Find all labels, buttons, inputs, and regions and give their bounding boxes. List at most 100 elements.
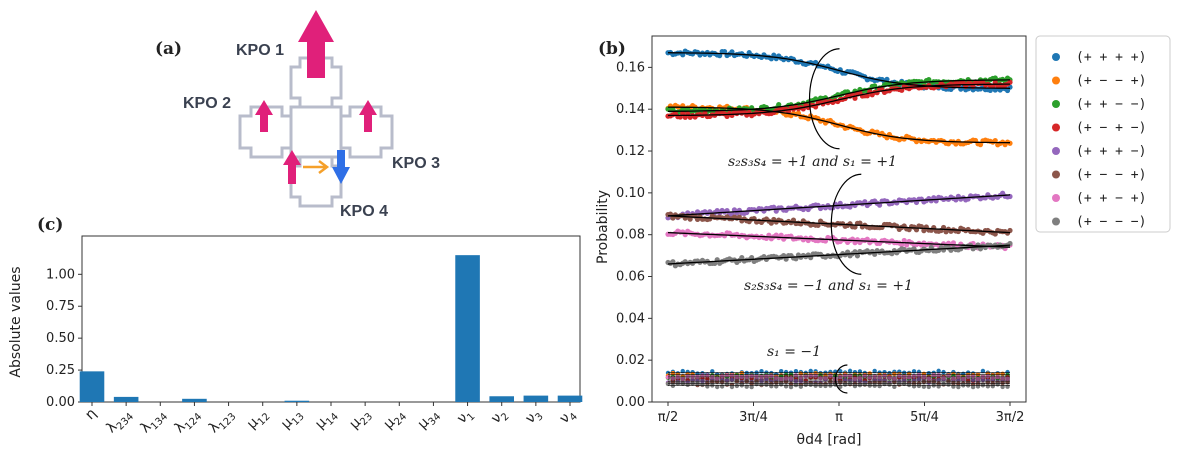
data-point (1000, 384, 1005, 390)
data-point (970, 384, 976, 390)
prob-ytick-label: 0.08 (616, 228, 645, 243)
legend-entry: (+ + + +) (1076, 50, 1146, 65)
data-point (899, 242, 905, 248)
prob-ytick-label: 0.14 (616, 102, 645, 117)
prob-xtick-label: π (835, 410, 843, 425)
data-point (838, 384, 843, 390)
kpo-arrows (255, 10, 377, 184)
data-point (897, 373, 902, 379)
data-point (1005, 376, 1010, 381)
annotation-upper: s₂s₃s₄ = +1 and s₁ = +1 (728, 154, 897, 170)
bar-ytick-label: 0.75 (46, 299, 75, 314)
bar-xtick-label: λ234 (103, 406, 136, 439)
data-point (854, 253, 861, 259)
prob-ytick-label: 0.10 (616, 186, 645, 201)
data-point (847, 373, 853, 379)
data-point (926, 76, 932, 83)
data-point (754, 374, 759, 379)
data-point (926, 384, 932, 390)
data-point (680, 376, 685, 381)
prob-ytick-label: 0.12 (616, 144, 645, 159)
data-point (901, 237, 907, 244)
data-point (680, 368, 685, 374)
data-point (744, 379, 749, 384)
group-arc-lower (834, 364, 848, 394)
group-arc-middle (830, 173, 862, 275)
kpo4-blue-arrow-icon (332, 150, 350, 184)
prob-chart-xlabel: θd4 [rad] (797, 432, 862, 448)
kpo3-arrow-icon (359, 100, 377, 132)
data-point (1000, 371, 1005, 377)
data-point (729, 49, 735, 55)
bar-ytick-label: 0.50 (46, 331, 75, 346)
data-point (818, 383, 823, 389)
data-point (936, 368, 941, 374)
data-point (771, 204, 777, 210)
bar-xtick-label: μ24 (380, 406, 409, 435)
data-point (892, 371, 897, 376)
bar (489, 396, 515, 402)
data-point (783, 384, 789, 389)
prob-xtick-label: 5π/4 (910, 410, 939, 425)
data-point (852, 383, 858, 389)
data-point (808, 368, 813, 374)
data-point (946, 373, 951, 378)
panel-b-label: (b) (598, 39, 626, 59)
bar-xtick-label: ν3 (522, 406, 545, 429)
data-point (774, 380, 779, 385)
kpo4-pink-arrow-icon (283, 150, 301, 184)
prob-ytick-label: 0.16 (616, 60, 645, 75)
legend-marker (1052, 217, 1060, 226)
fit-line (667, 52, 1011, 89)
data-point (759, 368, 764, 374)
data-point (977, 142, 984, 148)
bar-ytick-label: 0.00 (46, 395, 75, 410)
data-point (764, 373, 769, 379)
data-point (815, 222, 821, 228)
legend-marker (1052, 76, 1060, 85)
bar (523, 395, 549, 402)
data-point (778, 369, 784, 374)
prob-ytick-label: 0.04 (616, 311, 645, 326)
fit-line (667, 231, 1011, 248)
data-point (838, 368, 843, 374)
bar-ytick-label: 1.00 (46, 267, 75, 282)
fit-line (667, 215, 1011, 234)
data-point (926, 376, 932, 381)
data-point (736, 214, 742, 220)
right-coupler (341, 105, 394, 159)
data-point (729, 384, 735, 390)
prob-xtick-label: 3π/4 (739, 410, 768, 425)
bar-ytick-label: 0.25 (46, 363, 75, 378)
prob-ytick-label: 0.00 (616, 395, 645, 410)
data-point (670, 383, 676, 389)
series-8 (665, 240, 1013, 390)
prob-ytick-label: 0.06 (616, 270, 645, 285)
bar (557, 395, 583, 402)
data-point (793, 368, 799, 374)
legend-entry: (+ − − +) (1076, 74, 1146, 89)
bar-xtick-label: μ34 (415, 406, 444, 435)
bar (79, 371, 105, 402)
prob-ytick-label: 0.02 (616, 353, 645, 368)
data-point (803, 382, 808, 388)
bar-xtick-label: μ23 (346, 406, 375, 435)
left-coupler (238, 105, 291, 159)
data-point (936, 373, 941, 378)
data-point (847, 368, 853, 374)
data-point (1007, 227, 1013, 234)
annotation-middle: s₂s₃s₄ = −1 and s₁ = +1 (744, 278, 913, 294)
kpo1-arrow-icon (298, 10, 334, 78)
data-point (675, 381, 681, 386)
bar-xtick-label: μ14 (312, 406, 341, 435)
data-point (1005, 369, 1010, 375)
data-point (823, 383, 828, 389)
data-point (985, 384, 991, 389)
data-point (990, 383, 995, 389)
data-point (788, 384, 794, 390)
data-point (685, 382, 690, 388)
data-point (980, 368, 986, 374)
bar-chart-ylabel: Absolute values (8, 266, 24, 377)
legend: (+ + + +) (+ − − +) (+ + − −) (+ − + −) (+ +… (1035, 35, 1171, 233)
